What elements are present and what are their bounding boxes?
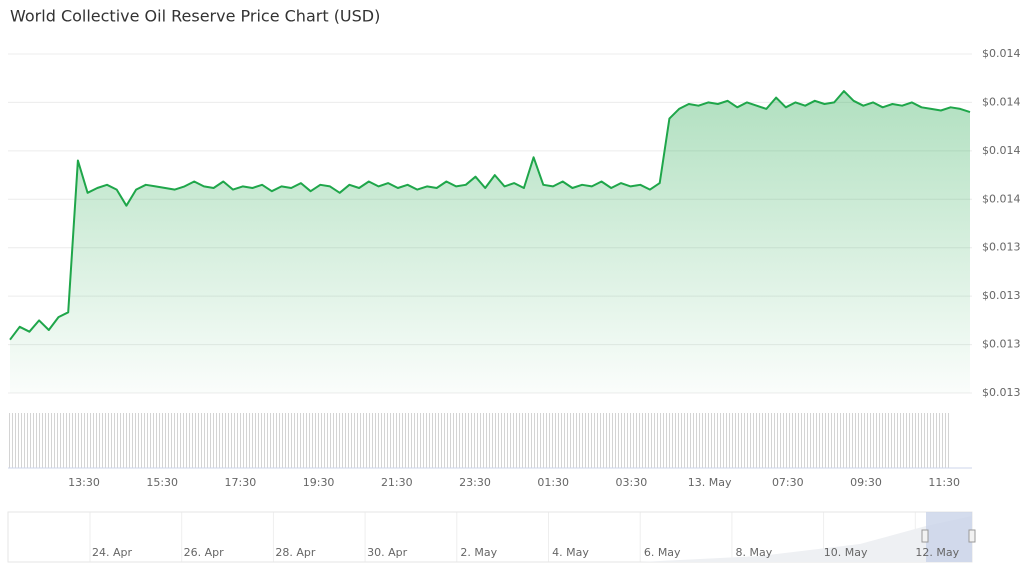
- y-tick-label: $0.014: [982, 144, 1021, 157]
- area-fill: [10, 91, 970, 393]
- x-tick-label: 19:30: [303, 476, 335, 489]
- volume-bars: [8, 413, 950, 468]
- y-tick-label: $0.013: [982, 241, 1021, 254]
- x-tick-label: 07:30: [772, 476, 804, 489]
- x-tick-label: 13. May: [688, 476, 732, 489]
- x-tick-label: 03:30: [616, 476, 648, 489]
- navigator-tick-label: 24. Apr: [92, 546, 132, 559]
- navigator-handle[interactable]: [921, 529, 929, 543]
- price-line: [9, 90, 971, 341]
- navigator-series: [640, 516, 972, 562]
- x-tick-label: 13:30: [68, 476, 100, 489]
- y-tick-label: $0.013: [982, 289, 1021, 302]
- navigator-handle[interactable]: [968, 529, 976, 543]
- navigator-tick-label: 30. Apr: [367, 546, 407, 559]
- navigator-tick-label: 12. May: [915, 546, 959, 559]
- x-tick-label: 09:30: [850, 476, 882, 489]
- navigator-tick-label: 8. May: [736, 546, 773, 559]
- x-tick-label: 01:30: [537, 476, 569, 489]
- y-tick-label: $0.014: [982, 95, 1021, 108]
- x-tick-label: 15:30: [146, 476, 178, 489]
- y-tick-label: $0.014: [982, 47, 1021, 60]
- navigator-tick-label: 6. May: [644, 546, 681, 559]
- y-tick-label: $0.013: [982, 386, 1021, 399]
- y-tick-label: $0.014: [982, 192, 1021, 205]
- x-tick-label: 21:30: [381, 476, 413, 489]
- navigator-tick-label: 10. May: [824, 546, 868, 559]
- navigator-tick-label: 26. Apr: [184, 546, 224, 559]
- navigator-tick-label: 28. Apr: [275, 546, 315, 559]
- chart-title: World Collective Oil Reserve Price Chart…: [10, 7, 380, 26]
- x-tick-label: 17:30: [225, 476, 257, 489]
- y-tick-label: $0.013: [982, 338, 1021, 351]
- x-tick-label: 23:30: [459, 476, 491, 489]
- navigator-tick-label: 4. May: [552, 546, 589, 559]
- x-tick-label: 11:30: [928, 476, 960, 489]
- navigator-selection[interactable]: [926, 512, 972, 562]
- navigator-tick-label: 2. May: [460, 546, 497, 559]
